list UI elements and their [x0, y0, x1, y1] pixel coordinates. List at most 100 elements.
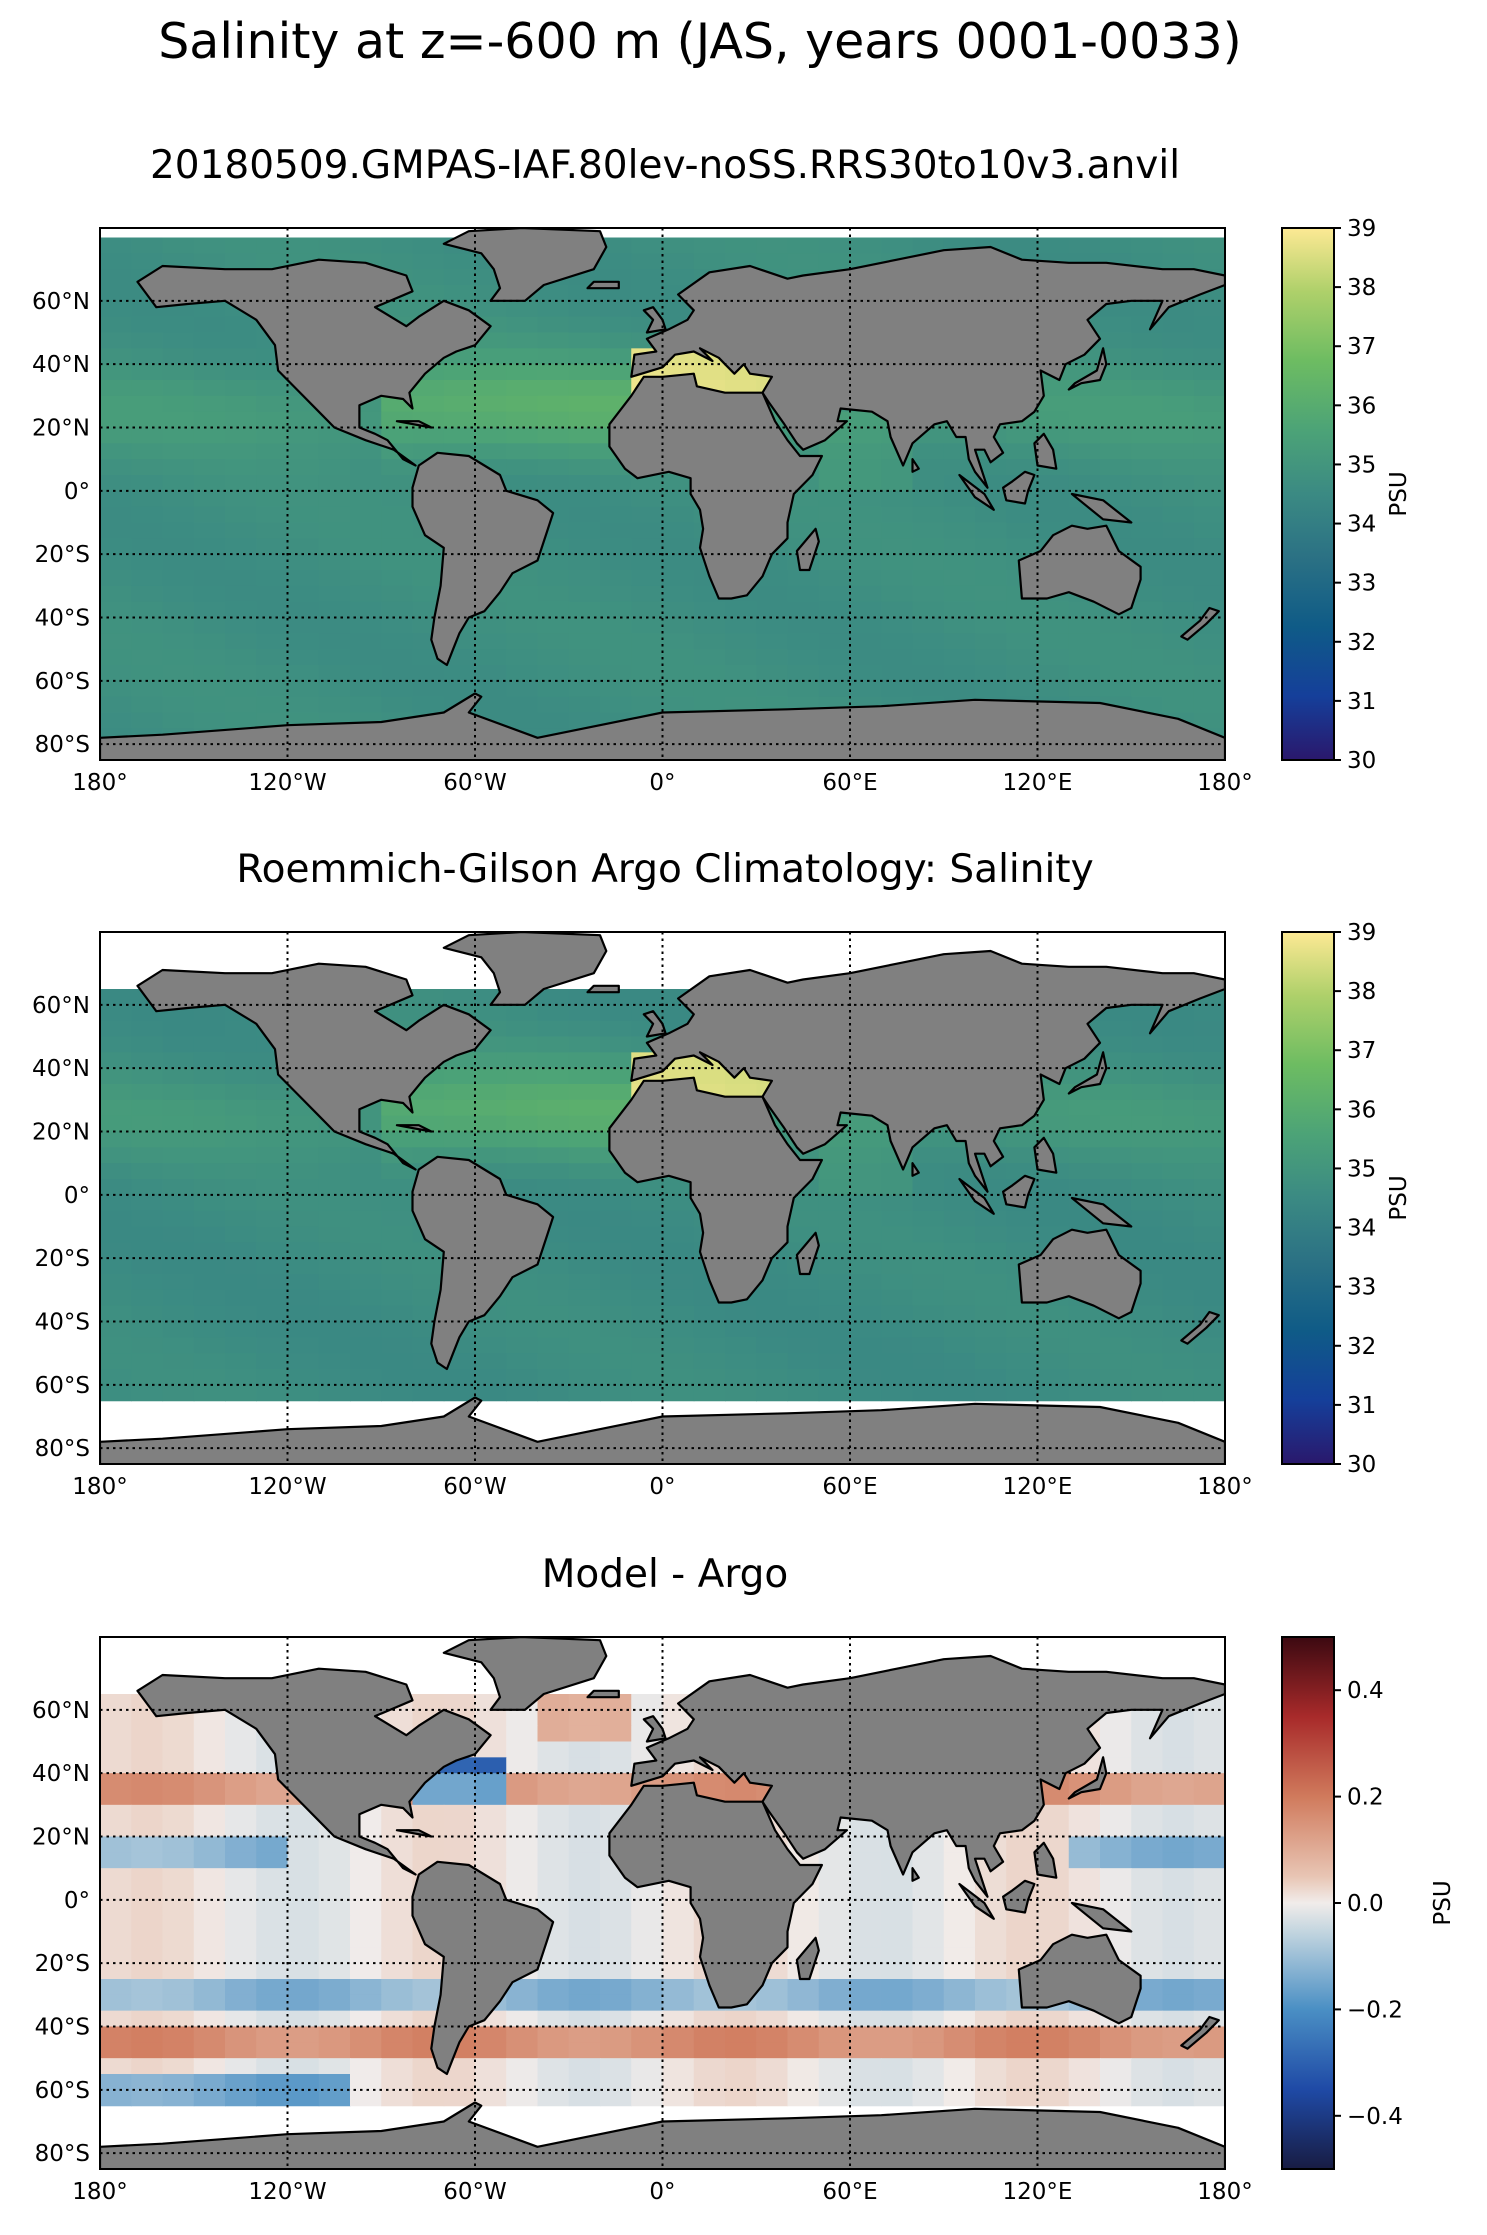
field-cell: [756, 2042, 789, 2059]
field-cell: [162, 633, 195, 650]
field-cell: [506, 348, 539, 365]
colorbar-tick-label: 0.4: [1347, 1678, 1384, 1704]
field-cell: [475, 411, 507, 429]
field-cell: [568, 2089, 601, 2107]
field-cell: [1193, 459, 1225, 476]
field-cell: [1193, 1242, 1225, 1259]
field-cell: [756, 1337, 789, 1354]
field-cell: [631, 1947, 664, 1964]
field-cell: [787, 601, 820, 619]
field-cell: [100, 506, 132, 524]
field-cell: [1131, 2010, 1164, 2028]
field-cell: [162, 665, 195, 682]
field-cell: [131, 585, 164, 603]
y-tick-label: 80°S: [35, 2141, 90, 2167]
field-cell: [256, 1963, 289, 1980]
field-cell: [568, 443, 601, 460]
field-cell: [256, 1868, 289, 1885]
field-cell: [787, 1305, 820, 1323]
field-cell: [100, 1321, 132, 1338]
field-cell: [1162, 649, 1195, 666]
field-cell: [412, 1994, 445, 2012]
field-cell: [131, 1947, 164, 1964]
field-cell: [850, 538, 882, 555]
field-cell: [350, 443, 382, 460]
field-cell: [1037, 1337, 1070, 1354]
field-cell: [975, 1242, 1007, 1259]
field-cell: [975, 1994, 1007, 2012]
field-cell: [1131, 2074, 1164, 2091]
field-cell: [350, 1147, 382, 1164]
field-cell: [162, 649, 195, 666]
x-tick-label: 60°E: [822, 770, 877, 796]
field-cell: [912, 1931, 945, 1948]
field-cell: [1131, 1868, 1164, 1885]
field-cell: [381, 459, 414, 476]
field-cell: [1162, 696, 1195, 714]
field-cell: [631, 506, 664, 524]
field-cell: [850, 1274, 882, 1291]
field-cell: [287, 538, 320, 555]
field-cell: [943, 2026, 976, 2043]
field-cell: [568, 633, 601, 650]
field-cell: [1131, 538, 1164, 555]
field-cell: [1193, 1979, 1225, 1996]
field-cell: [787, 1994, 820, 2012]
field-cell: [506, 1868, 539, 1885]
field-cell: [193, 1994, 226, 2012]
field-cell: [256, 237, 289, 254]
field-cell: [662, 1353, 695, 1370]
field-cell: [818, 2058, 851, 2075]
field-cell: [568, 1384, 601, 1402]
field-cell: [756, 237, 789, 254]
field-cell: [443, 285, 476, 302]
field-cell: [725, 617, 757, 634]
field-cell: [787, 1369, 820, 1386]
field-cell: [1162, 1963, 1195, 1980]
field-cell: [381, 1242, 414, 1259]
field-cell: [350, 1384, 382, 1402]
field-cell: [287, 1884, 320, 1901]
field-cell: [193, 633, 226, 650]
field-cell: [1100, 411, 1132, 429]
field-cell: [787, 490, 820, 508]
field-cell: [631, 1899, 664, 1917]
field-cell: [881, 1994, 914, 2012]
field-cell: [225, 1242, 257, 1259]
field-cell: [943, 680, 976, 698]
field-cell: [1162, 380, 1195, 397]
field-cell: [1037, 2042, 1070, 2059]
field-cell: [1193, 1258, 1225, 1275]
field-cell: [100, 1052, 132, 1069]
field-cell: [350, 1369, 382, 1386]
field-cell: [256, 1852, 289, 1869]
field-cell: [131, 1353, 164, 1370]
field-cell: [225, 1353, 257, 1370]
field-cell: [537, 585, 570, 603]
field-cell: [412, 665, 445, 682]
field-cell: [818, 1258, 851, 1275]
field-cell: [537, 1963, 570, 1980]
field-cell: [381, 1305, 414, 1323]
landmass: [911, 1162, 920, 1177]
field-cell: [287, 427, 320, 444]
field-cell: [756, 665, 789, 682]
field-cell: [318, 2010, 351, 2028]
field-cell: [193, 364, 226, 381]
field-cell: [850, 1321, 882, 1338]
landmass: [586, 984, 620, 994]
field-cell: [443, 364, 476, 381]
field-cell: [943, 1353, 976, 1370]
field-cell: [568, 2074, 601, 2091]
field-cell: [1006, 1337, 1039, 1354]
field-cell: [1068, 1353, 1101, 1370]
field-cell: [600, 1210, 632, 1228]
field-cell: [568, 1931, 601, 1948]
field-cell: [881, 649, 914, 666]
field-cell: [318, 2058, 351, 2075]
field-cell: [350, 1899, 382, 1917]
landmass: [395, 420, 433, 429]
field-cell: [193, 1757, 226, 1774]
field-cell: [256, 1931, 289, 1948]
field-cell: [193, 411, 226, 429]
